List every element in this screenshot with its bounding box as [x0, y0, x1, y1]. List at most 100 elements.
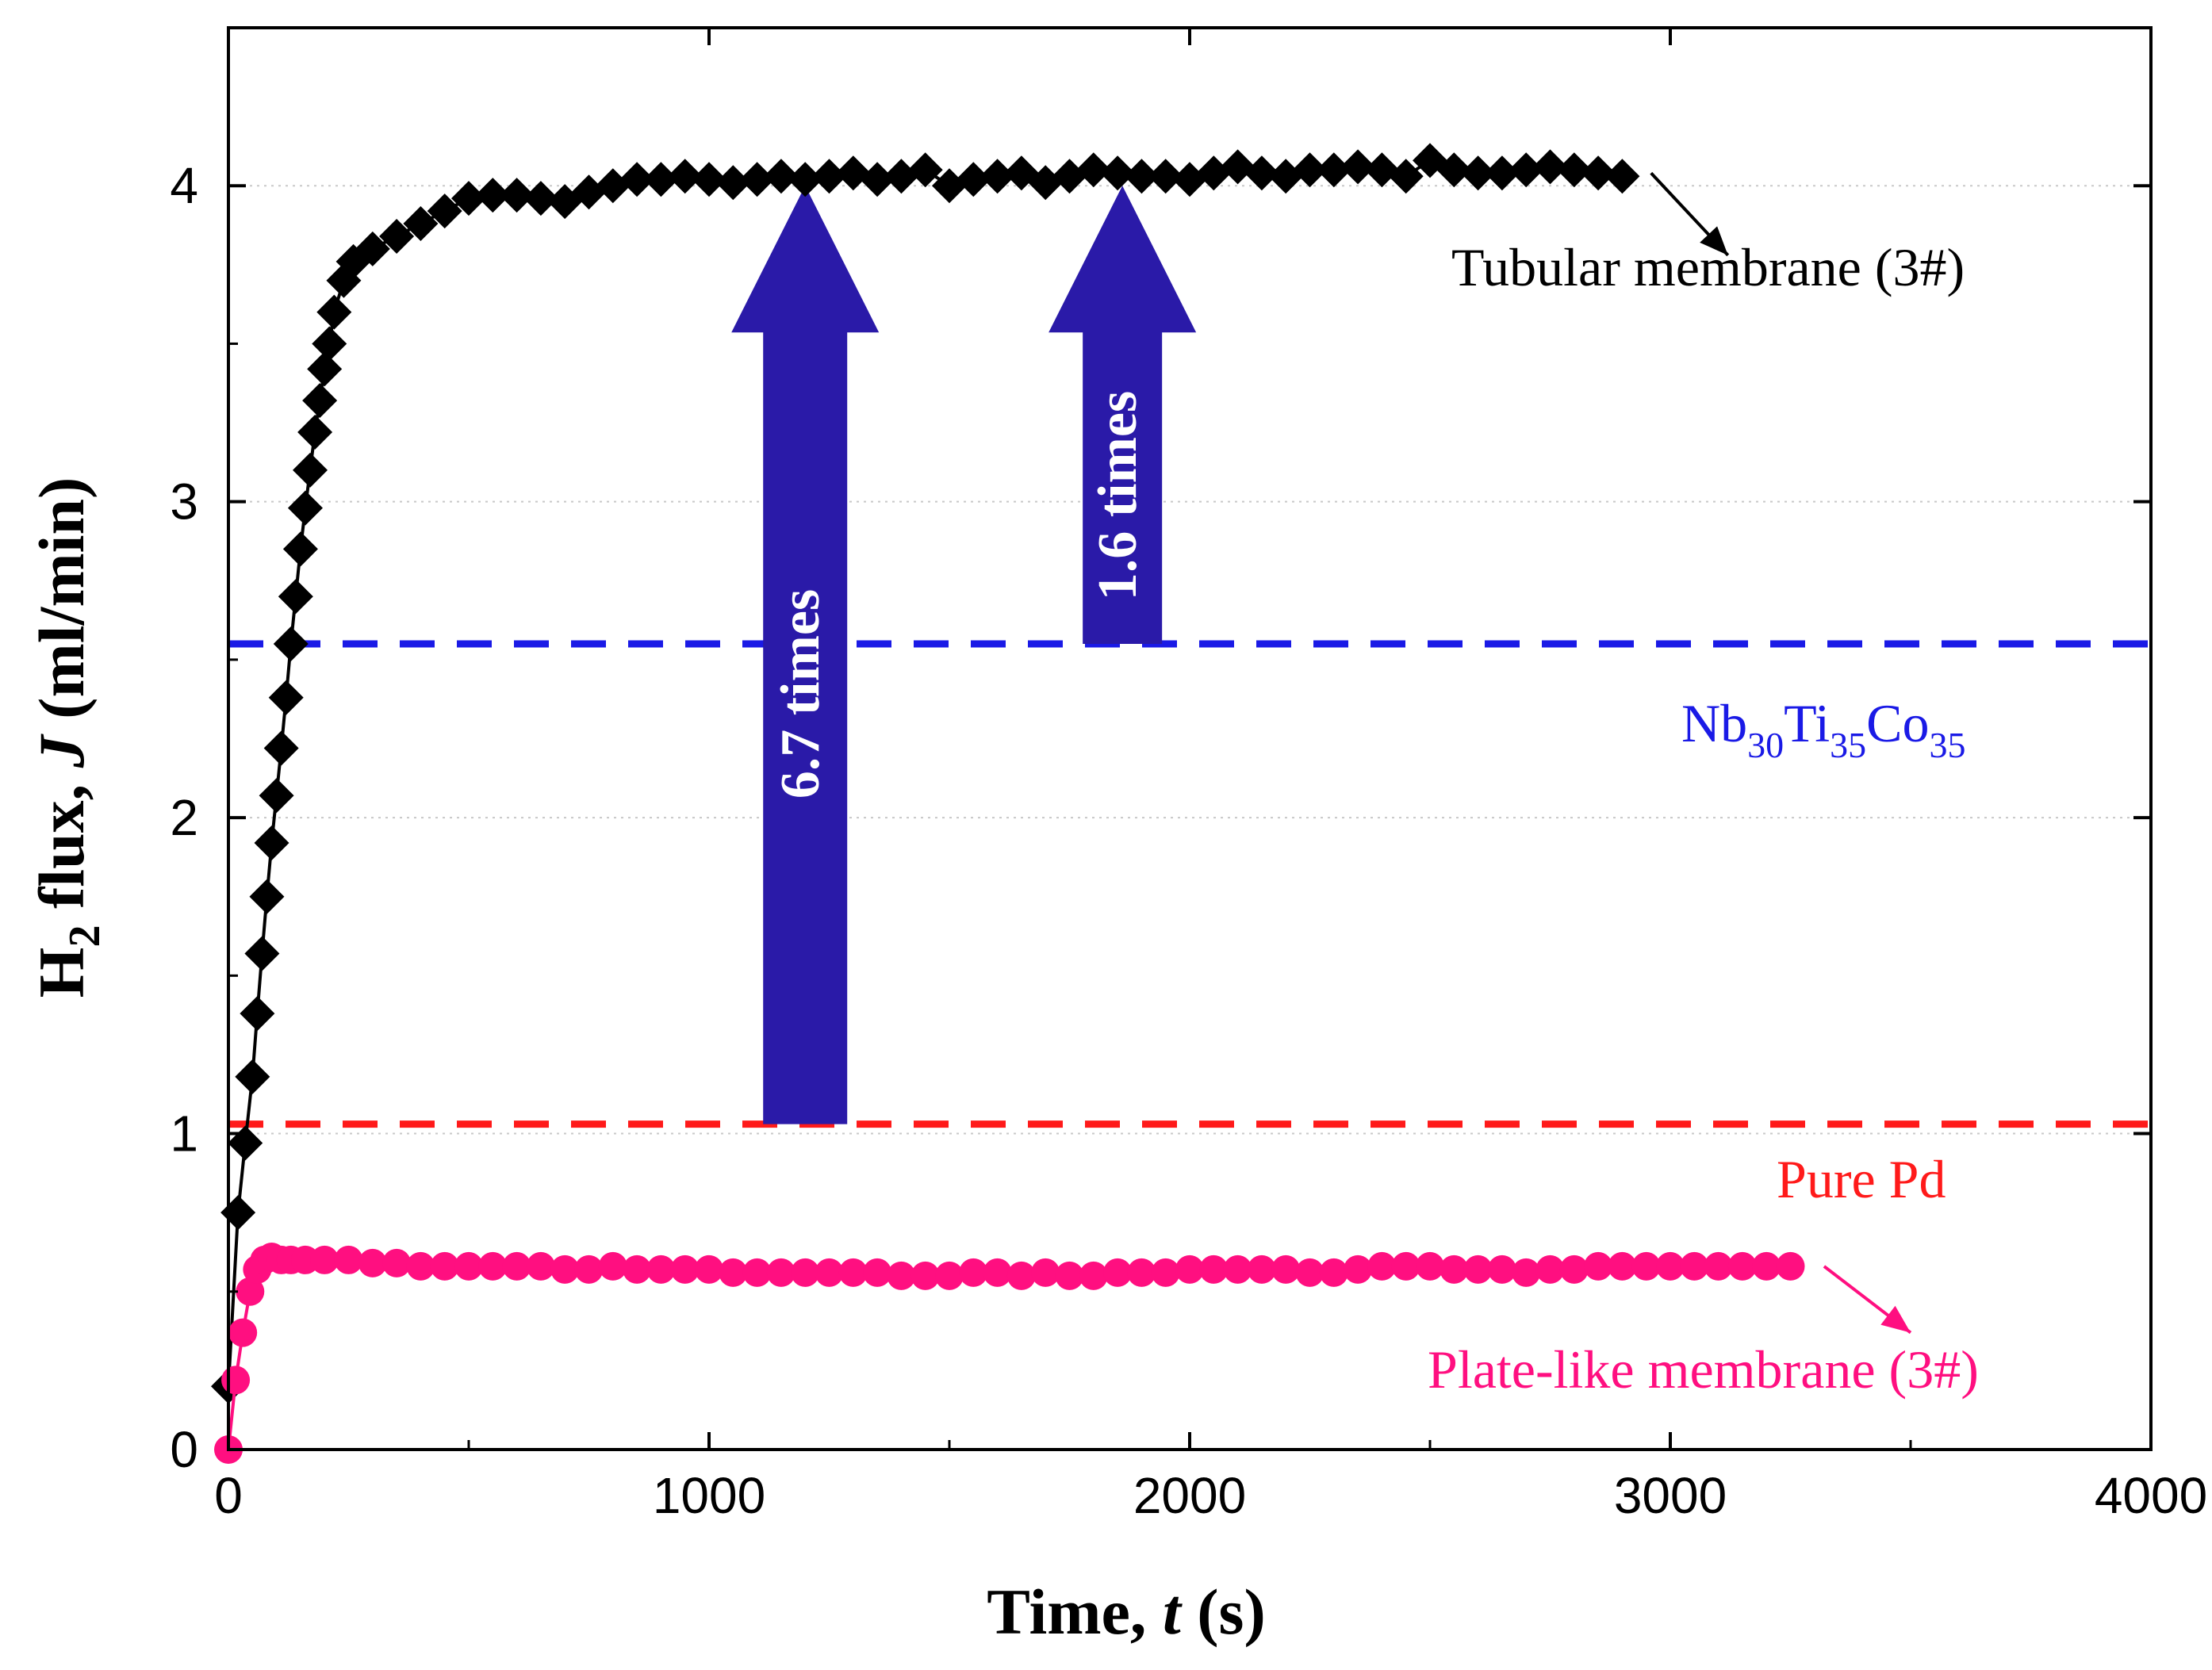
y-tick-label-1: 1 — [170, 1105, 198, 1162]
point-0-15 — [293, 452, 328, 488]
point-1-3 — [236, 1277, 265, 1306]
point-1-52 — [1319, 1258, 1348, 1287]
point-0-52 — [1052, 159, 1087, 194]
x-title-part-1: Time, — [987, 1576, 1163, 1648]
point-1-12 — [358, 1248, 387, 1277]
point-0-25 — [403, 206, 439, 242]
point-0-19 — [312, 326, 347, 362]
nb-el-1: Nb — [1681, 693, 1747, 753]
point-0-6 — [249, 879, 285, 914]
point-0-4 — [240, 996, 275, 1032]
axis-titles: Time, t (s) H2 flux, J (ml/min) — [25, 477, 1266, 1648]
point-1-29 — [766, 1258, 795, 1287]
point-0-38 — [715, 165, 751, 201]
point-0-7 — [254, 825, 289, 860]
x-tick-label-1: 1000 — [653, 1467, 765, 1524]
point-0-10 — [268, 680, 304, 715]
y-axis-title: H2 flux, J (ml/min) — [25, 477, 109, 998]
point-1-2 — [228, 1318, 258, 1347]
x-tick-label-0: 0 — [214, 1467, 243, 1524]
point-0-45 — [884, 159, 919, 194]
point-0-27 — [451, 181, 486, 216]
point-0-17 — [302, 383, 338, 419]
point-1-25 — [670, 1254, 700, 1284]
point-1-45 — [1151, 1258, 1180, 1287]
point-0-65 — [1364, 152, 1400, 188]
point-1-57 — [1440, 1254, 1469, 1284]
point-1-50 — [1271, 1254, 1301, 1284]
point-0-3 — [235, 1059, 270, 1094]
point-1-28 — [742, 1258, 772, 1287]
y-title-sub: 2 — [60, 925, 109, 948]
point-1-24 — [646, 1254, 676, 1284]
x-title-unit: (s) — [1181, 1576, 1266, 1648]
point-0-73 — [1556, 152, 1592, 188]
y-tick-label-0: 0 — [170, 1421, 198, 1478]
point-0-5 — [244, 936, 280, 971]
point-0-12 — [278, 579, 313, 615]
point-0-59 — [1220, 149, 1256, 185]
point-0-40 — [763, 159, 799, 194]
point-0-36 — [667, 159, 703, 194]
y-title-unit: (ml/min) — [25, 477, 98, 736]
point-0-32 — [571, 174, 607, 210]
point-1-66 — [1656, 1251, 1685, 1281]
point-1-68 — [1704, 1251, 1733, 1281]
point-1-46 — [1175, 1254, 1204, 1284]
point-0-48 — [956, 162, 991, 197]
point-1-40 — [1031, 1258, 1060, 1287]
point-1-41 — [1055, 1261, 1084, 1290]
x-tick-label-3: 3000 — [1614, 1467, 1727, 1524]
point-0-33 — [595, 168, 631, 204]
y-tick-label-4: 4 — [170, 157, 198, 214]
x-tick-label-2: 2000 — [1133, 1467, 1246, 1524]
point-1-60 — [1512, 1258, 1541, 1287]
series-line-0 — [227, 159, 1623, 1387]
y-tick-label-3: 3 — [170, 473, 198, 530]
arrow-6-7-times — [731, 186, 880, 1124]
nb-el-3: Co — [1866, 693, 1929, 753]
point-1-32 — [838, 1258, 868, 1287]
pointer-tubular-head — [1700, 226, 1728, 255]
point-0-71 — [1509, 152, 1544, 188]
data-series — [211, 143, 1912, 1464]
y-title-mid: flux, — [25, 768, 98, 925]
nb-label: Nb30Ti35Co35 — [1681, 693, 1966, 765]
point-0-70 — [1484, 155, 1520, 191]
point-1-31 — [815, 1258, 844, 1287]
pure-pd-label: Pure Pd — [1777, 1149, 1946, 1209]
point-0-53 — [1075, 152, 1111, 188]
point-0-58 — [1196, 155, 1232, 191]
point-1-16 — [454, 1251, 483, 1281]
reference-lines — [228, 640, 2151, 1128]
point-0-72 — [1532, 149, 1568, 185]
y-tick-label-2: 2 — [170, 789, 198, 846]
point-0-2 — [228, 1125, 263, 1161]
point-1-44 — [1127, 1258, 1156, 1287]
point-1-62 — [1559, 1254, 1589, 1284]
point-1-13 — [382, 1248, 412, 1277]
point-0-57 — [1172, 162, 1207, 197]
plate-label: Plate-like membrane (3#) — [1428, 1339, 1979, 1400]
annotations: Tubular membrane (3#) Plate-like membran… — [770, 237, 1979, 1400]
point-1-1 — [221, 1365, 251, 1395]
point-1-19 — [526, 1251, 555, 1281]
point-1-51 — [1295, 1258, 1325, 1287]
point-1-26 — [695, 1254, 723, 1284]
point-1-54 — [1367, 1251, 1397, 1281]
point-0-43 — [835, 155, 871, 191]
point-1-18 — [502, 1251, 531, 1281]
point-1-33 — [863, 1258, 892, 1287]
point-1-70 — [1752, 1251, 1781, 1281]
point-1-47 — [1199, 1254, 1229, 1284]
point-1-22 — [598, 1251, 627, 1281]
point-0-64 — [1340, 149, 1376, 185]
point-1-35 — [910, 1261, 940, 1290]
point-0-51 — [1028, 165, 1064, 201]
arrow-1-6-times — [1048, 186, 1197, 644]
point-0-37 — [692, 162, 726, 197]
y-title-h: H — [25, 948, 98, 998]
point-1-39 — [1006, 1261, 1036, 1290]
point-0-62 — [1292, 152, 1328, 188]
x-title-var: t — [1163, 1576, 1183, 1648]
